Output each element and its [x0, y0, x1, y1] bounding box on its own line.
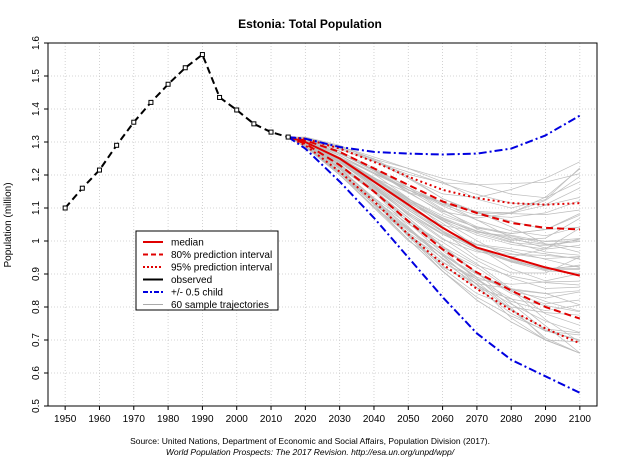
plot-frame [47, 42, 598, 407]
sample-trajectory-line [288, 136, 580, 219]
y-tick-label: 0.6 [31, 366, 42, 380]
chart-title: Estonia: Total Population [238, 17, 382, 31]
observed-point [182, 65, 188, 71]
observed-point [217, 94, 223, 100]
y-tick-label: 1.3 [31, 135, 42, 149]
series--0-5-child [287, 136, 581, 394]
series--0-5-child [288, 114, 581, 156]
y-tick-label: 0.7 [31, 333, 42, 347]
x-tick-label: 1970 [123, 414, 146, 425]
grid [48, 42, 597, 407]
series-lines [64, 53, 581, 394]
legend-label: 80% prediction interval [171, 250, 272, 261]
legend-label: median [171, 238, 204, 249]
observed-point [251, 121, 257, 127]
observed-point [131, 119, 137, 125]
legend-label: observed [171, 275, 212, 286]
x-tick-label: 2030 [329, 414, 352, 425]
observed-point [165, 81, 171, 87]
series-median [287, 136, 581, 277]
source-line-2: World Population Prospects: The 2017 Rev… [166, 447, 456, 457]
sample-trajectory-line [288, 136, 580, 274]
y-axis: 0.5 0.6 0.7 0.8 0.9 1 1.1 1.2 1.3 1.4 1.5 1.6 [31, 36, 48, 413]
x-tick-label: 1980 [157, 414, 180, 425]
x-tick-label: 2060 [431, 414, 454, 425]
x-tick-label: 2100 [569, 414, 592, 425]
sample-trajectory-line [288, 136, 580, 312]
observed-markers [62, 52, 291, 211]
y-axis-label: Population (million) [3, 182, 14, 267]
x-tick-label: 1990 [191, 414, 214, 425]
observed-point [114, 142, 120, 148]
observed-point [96, 167, 102, 173]
x-tick-label: 2050 [397, 414, 420, 425]
observed-point [234, 107, 240, 113]
y-tick-label: 0.9 [31, 267, 42, 281]
sample-trajectory-line [288, 136, 580, 269]
legend-label: 60 sample trajectories [171, 300, 269, 311]
x-tick-label: 2070 [466, 414, 489, 425]
x-tick-label: 2020 [294, 414, 317, 425]
x-tick-label: 2040 [363, 414, 386, 425]
observed-point [285, 134, 291, 140]
series-80-lower [287, 136, 581, 320]
x-tick-label: 2000 [226, 414, 249, 425]
sample-trajectory-line [288, 136, 580, 305]
legend-label: +/- 0.5 child [171, 288, 223, 299]
series-80-upper [288, 136, 580, 231]
observed-point [199, 52, 205, 58]
y-tick-label: 1.4 [31, 102, 42, 116]
series-observed [64, 53, 289, 209]
sample-trajectory-line [288, 136, 580, 241]
observed-point [62, 205, 68, 211]
x-tick-label: 2010 [260, 414, 283, 425]
observed-point [148, 99, 154, 105]
x-axis: 1950 1960 1970 1980 1990 2000 2010 2020 2030 2040… [54, 406, 591, 425]
series-95-upper [288, 136, 580, 206]
y-tick-label: 1.1 [31, 201, 42, 215]
y-tick-label: 0.5 [31, 399, 42, 413]
observed-point [79, 185, 85, 191]
y-tick-label: 1.2 [31, 168, 42, 182]
series-95-lower [287, 136, 581, 345]
sample-trajectory-line [288, 136, 580, 282]
y-tick-label: 1 [31, 238, 42, 244]
x-tick-label: 2080 [500, 414, 523, 425]
sample-trajectory-line [288, 136, 580, 326]
source-line-1: Source: United Nations, Department of Ec… [130, 436, 490, 446]
y-tick-label: 0.8 [31, 300, 42, 314]
sample-trajectory-line [288, 136, 580, 198]
y-tick-label: 1.5 [31, 69, 42, 83]
sample-trajectories [288, 136, 581, 354]
legend-label: 95% prediction interval [171, 263, 272, 274]
x-tick-label: 2090 [534, 414, 557, 425]
legend-box [135, 230, 279, 311]
x-tick-label: 1960 [88, 414, 111, 425]
sample-trajectory-line [288, 136, 580, 316]
sample-trajectory-line [288, 136, 580, 343]
sample-trajectory-line [288, 136, 580, 354]
y-tick-label: 1.6 [31, 36, 42, 50]
x-tick-label: 1950 [54, 414, 77, 425]
observed-point [268, 129, 274, 135]
